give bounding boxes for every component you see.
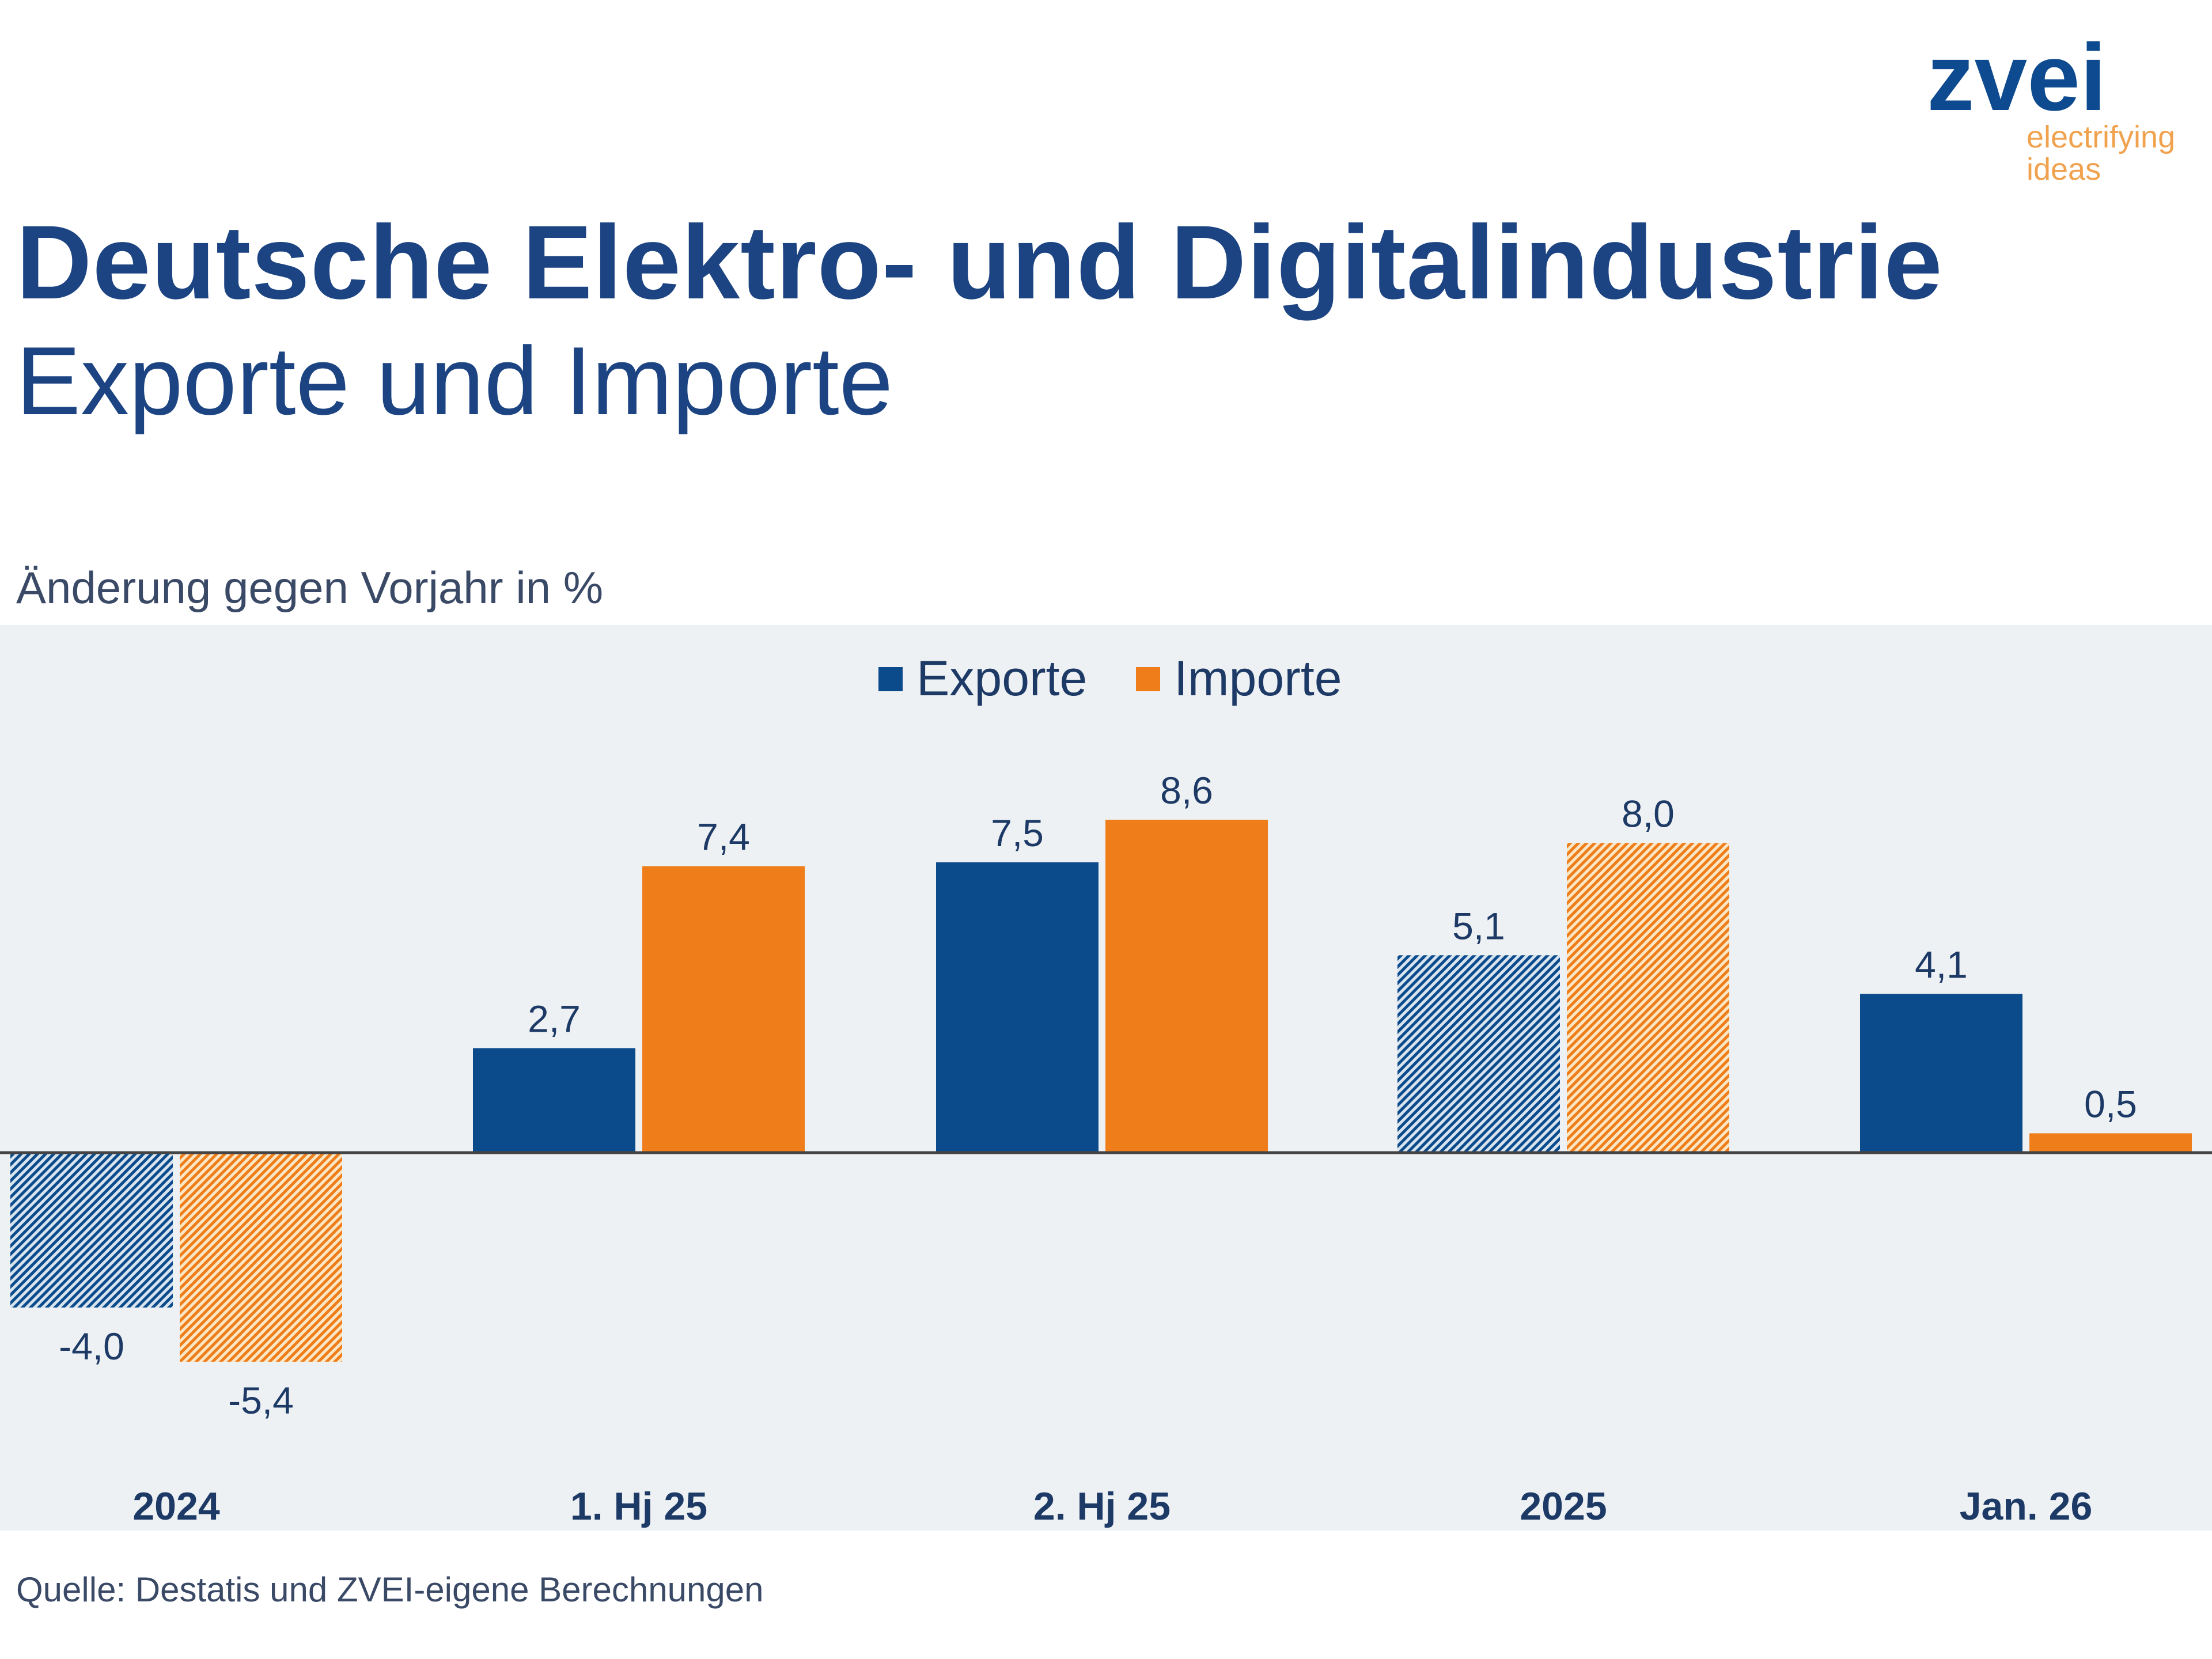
legend-swatch-importe — [1136, 667, 1160, 691]
data-label-exporte-0: -4,0 — [59, 1325, 124, 1368]
category-label: Jan. 26 — [1960, 1484, 2093, 1528]
source-note: Quelle: Destatis und ZVEI-eigene Berechn… — [16, 1570, 764, 1609]
legend-label-exporte: Exporte — [916, 651, 1087, 706]
bar-importe-0 — [180, 1153, 342, 1362]
bar-importe-4 — [2029, 1133, 2192, 1153]
bar-importe-2 — [1105, 820, 1268, 1153]
bar-exporte-1 — [473, 1048, 635, 1153]
data-label-importe-1: 7,4 — [697, 816, 750, 858]
bar-exporte-4 — [1860, 994, 2022, 1153]
page-subtitle: Exporte und Importe — [16, 327, 893, 435]
legend-label-importe: Importe — [1174, 651, 1342, 706]
bar-exporte-2 — [936, 862, 1099, 1153]
bar-exporte-0 — [10, 1153, 173, 1308]
data-label-exporte-1: 2,7 — [528, 998, 581, 1040]
data-label-exporte-4: 4,1 — [1915, 943, 1968, 986]
data-label-importe-2: 8,6 — [1160, 769, 1213, 812]
category-label: 2024 — [132, 1484, 219, 1528]
zvei-logo: zvei — [1927, 24, 2107, 130]
legend-swatch-exporte — [878, 667, 903, 691]
bar-importe-1 — [642, 866, 805, 1153]
category-label: 1. Hj 25 — [570, 1484, 707, 1528]
bar-exporte-3 — [1397, 955, 1560, 1153]
category-label: 2025 — [1520, 1484, 1607, 1528]
data-label-importe-4: 0,5 — [2084, 1082, 2137, 1125]
category-label: 2. Hj 25 — [1033, 1484, 1171, 1528]
y-axis-label: Änderung gegen Vorjahr in % — [16, 562, 604, 613]
page-title: Deutsche Elektro- und Digitalindustrie — [16, 203, 1943, 321]
data-label-importe-0: -5,4 — [228, 1379, 294, 1422]
zvei-logo-tagline: electrifying ideas — [2027, 120, 2176, 187]
bar-importe-3 — [1567, 843, 1729, 1153]
data-label-exporte-3: 5,1 — [1452, 904, 1505, 947]
data-label-importe-3: 8,0 — [1622, 792, 1675, 835]
data-label-exporte-2: 7,5 — [991, 812, 1044, 854]
